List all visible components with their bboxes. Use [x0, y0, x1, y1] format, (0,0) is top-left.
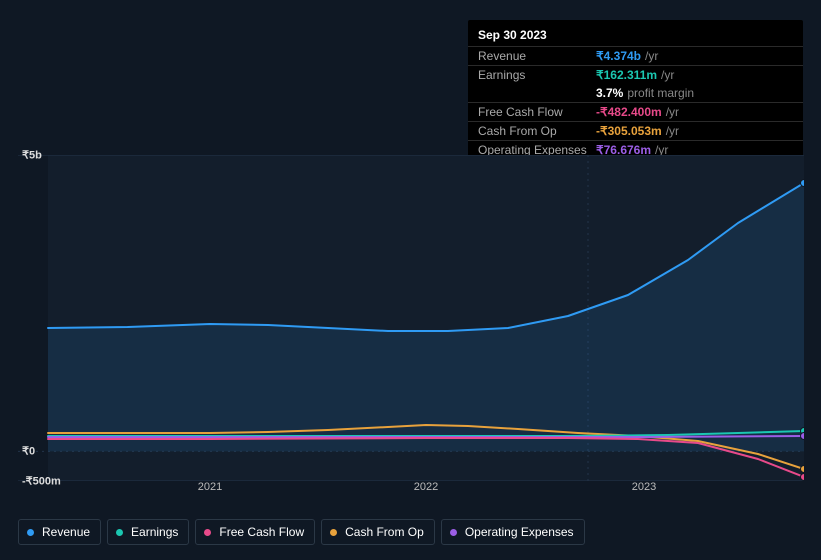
tooltip-metric-label: Cash From Op [478, 124, 596, 138]
tooltip-suffix: /yr [661, 68, 674, 82]
x-axis-label: 2023 [632, 481, 656, 493]
legend-dot-icon [330, 529, 337, 536]
legend-item[interactable]: Free Cash Flow [195, 519, 315, 545]
tooltip-date: Sep 30 2023 [468, 26, 803, 46]
legend-item[interactable]: Revenue [18, 519, 101, 545]
x-axis-label: 2021 [198, 481, 222, 493]
chart-tooltip: Sep 30 2023 Revenue₹4.374b/yrEarnings₹16… [468, 20, 803, 163]
y-axis-label: ₹0 [22, 445, 35, 458]
y-axis-label: ₹5b [22, 149, 42, 162]
tooltip-metric-label: Revenue [478, 49, 596, 63]
tooltip-row: Earnings₹162.311m/yr [468, 65, 803, 84]
financials-chart[interactable]: 202120222023 ₹5b₹0-₹500m [18, 155, 804, 481]
legend-item[interactable]: Cash From Op [321, 519, 435, 545]
legend-dot-icon [116, 529, 123, 536]
legend-label: Earnings [131, 525, 178, 539]
tooltip-suffix: /yr [666, 105, 679, 119]
tooltip-row: Cash From Op-₹305.053m/yr [468, 121, 803, 140]
tooltip-margin: 3.7%profit margin [468, 84, 803, 102]
legend-item[interactable]: Operating Expenses [441, 519, 585, 545]
chart-legend: Revenue Earnings Free Cash Flow Cash From O… [18, 519, 585, 545]
legend-dot-icon [450, 529, 457, 536]
tooltip-metric-label: Earnings [478, 68, 596, 82]
legend-label: Revenue [42, 525, 90, 539]
legend-label: Cash From Op [345, 525, 424, 539]
tooltip-suffix: /yr [645, 49, 658, 63]
legend-label: Operating Expenses [465, 525, 574, 539]
legend-dot-icon [27, 529, 34, 536]
legend-label: Free Cash Flow [219, 525, 304, 539]
tooltip-metric-value: ₹162.311m [596, 68, 657, 82]
chart-svg [18, 155, 804, 481]
tooltip-suffix: /yr [666, 124, 679, 138]
tooltip-metric-label: Free Cash Flow [478, 105, 596, 119]
legend-item[interactable]: Earnings [107, 519, 189, 545]
y-axis-label: -₹500m [22, 475, 61, 488]
series-opex [48, 436, 804, 437]
tooltip-metric-value: -₹482.400m [596, 105, 662, 119]
tooltip-row: Free Cash Flow-₹482.400m/yr [468, 102, 803, 121]
x-axis-label: 2022 [414, 481, 438, 493]
tooltip-row: Revenue₹4.374b/yr [468, 46, 803, 65]
tooltip-metric-value: -₹305.053m [596, 124, 662, 138]
legend-dot-icon [204, 529, 211, 536]
tooltip-metric-value: ₹4.374b [596, 49, 641, 63]
